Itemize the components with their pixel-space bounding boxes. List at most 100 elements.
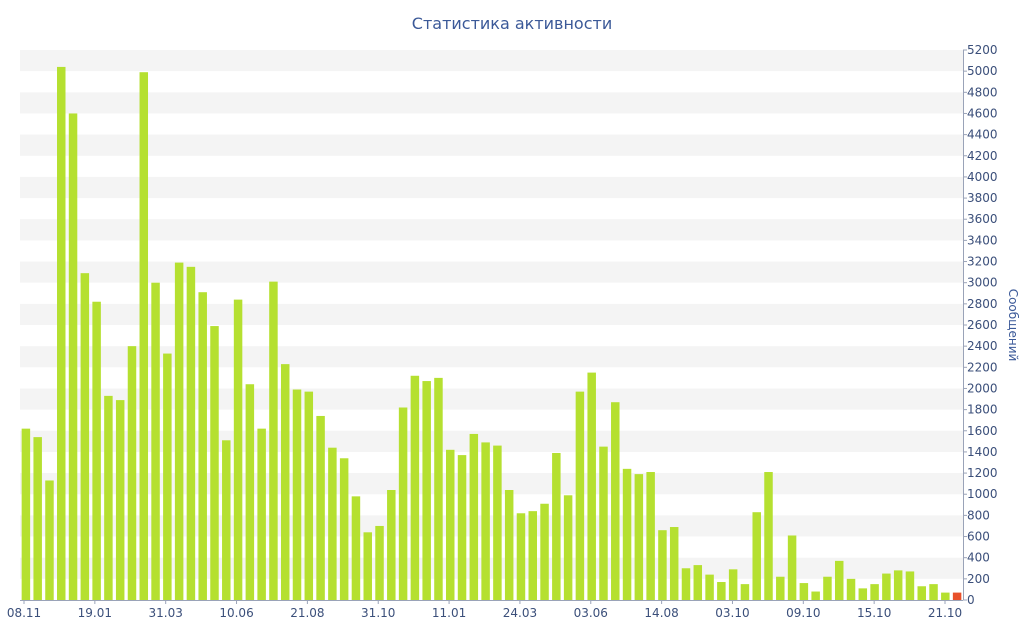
y-tick-label: 1400	[967, 445, 998, 459]
bar	[799, 583, 809, 600]
bar	[198, 292, 207, 600]
bar	[481, 442, 490, 600]
grid-band	[20, 134, 963, 156]
bar	[139, 72, 149, 600]
y-tick-label: 2200	[967, 360, 998, 374]
bar	[280, 364, 290, 600]
grid-band	[20, 176, 963, 199]
y-tick-label: 800	[967, 508, 990, 522]
bar	[764, 472, 773, 600]
y-tick-label: 2600	[967, 318, 998, 332]
grid-band	[20, 261, 963, 283]
bar	[21, 428, 31, 600]
bar	[398, 407, 408, 600]
bar	[776, 576, 785, 600]
bar	[528, 511, 537, 600]
grid-band	[20, 92, 963, 114]
bar	[552, 452, 561, 600]
grid-band	[20, 219, 963, 241]
bar	[834, 560, 844, 600]
bar	[787, 535, 797, 600]
bar	[634, 474, 644, 600]
bar	[363, 532, 372, 600]
bar	[422, 381, 431, 600]
bar	[693, 565, 703, 600]
grid-band	[20, 388, 963, 410]
grid-band	[20, 430, 963, 452]
bar	[328, 447, 337, 600]
bar	[434, 377, 443, 600]
bar	[870, 584, 879, 600]
bar	[740, 584, 750, 600]
bar	[410, 375, 420, 600]
bar	[57, 66, 66, 601]
y-tick-label: 2400	[967, 339, 998, 353]
bar	[669, 527, 679, 600]
y-tick-label: 2800	[967, 297, 998, 311]
bar	[92, 301, 101, 600]
bar	[163, 353, 172, 600]
bar	[33, 437, 42, 600]
bar	[292, 389, 302, 600]
y-tick-label: 600	[967, 530, 990, 544]
bar	[728, 569, 738, 600]
bar	[622, 468, 632, 600]
bar	[457, 455, 467, 600]
bar	[599, 446, 608, 600]
bar	[611, 402, 620, 600]
bar	[846, 578, 856, 600]
y-tick-label: 3800	[967, 191, 998, 205]
y-tick-label: 1600	[967, 424, 998, 438]
y-tick-label: 5000	[967, 64, 998, 78]
bar	[858, 588, 868, 600]
grid-band	[20, 50, 963, 72]
bar	[269, 281, 278, 600]
x-tick-label: 24.03	[503, 606, 537, 620]
bar	[186, 266, 196, 600]
y-tick-label: 2000	[967, 381, 998, 395]
y-tick-label: 3600	[967, 212, 998, 226]
bar	[104, 395, 113, 600]
y-tick-label: 3200	[967, 255, 998, 269]
bar	[80, 273, 90, 600]
bar	[174, 262, 184, 600]
bar	[563, 495, 573, 600]
bar	[127, 346, 137, 600]
bar	[952, 592, 962, 600]
grid-band	[20, 515, 963, 537]
bar	[151, 282, 160, 600]
x-tick-label: 09.10	[786, 606, 820, 620]
bar	[516, 513, 526, 600]
bar	[339, 458, 349, 600]
x-tick-label: 31.10	[361, 606, 395, 620]
bar	[316, 415, 325, 600]
bar	[45, 480, 54, 600]
bar	[245, 384, 255, 600]
bar	[929, 584, 938, 600]
bar	[446, 449, 455, 600]
grid-band	[20, 346, 963, 368]
y-tick-label: 4200	[967, 149, 998, 163]
x-tick-label: 15.10	[857, 606, 891, 620]
bar	[941, 592, 950, 600]
y-tick-label: 3400	[967, 233, 998, 247]
x-tick-label: 08.11	[7, 606, 41, 620]
bar	[658, 530, 667, 600]
bar	[493, 445, 502, 600]
bar	[811, 591, 820, 600]
y-tick-label: 5200	[967, 43, 998, 57]
bar	[387, 490, 396, 600]
y-tick-label: 1000	[967, 487, 998, 501]
x-tick-label: 21.08	[290, 606, 324, 620]
bar	[115, 400, 125, 600]
x-tick-label: 10.06	[219, 606, 253, 620]
bar	[304, 391, 314, 600]
y-tick-label: 4800	[967, 85, 998, 99]
y-tick-label: 200	[967, 572, 990, 586]
y-tick-label: 1800	[967, 403, 998, 417]
bar	[717, 582, 726, 600]
x-tick-label: 14.08	[644, 606, 678, 620]
x-tick-label: 19.01	[78, 606, 112, 620]
